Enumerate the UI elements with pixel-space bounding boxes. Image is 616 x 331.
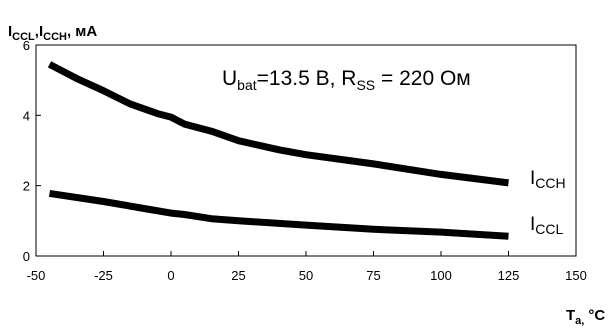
x-tick-label: 125: [498, 268, 520, 283]
x-ticks: -50 -25 0 25 50 75 100 125 150: [27, 251, 587, 283]
x-tick-label: 75: [366, 268, 380, 283]
x-tick-label: 150: [565, 268, 587, 283]
x-tick-label: 100: [430, 268, 452, 283]
x-tick-label: -25: [94, 268, 113, 283]
annotation-text: Ubat=13.5 В, RSS = 220 Ом: [222, 67, 471, 93]
series-line-cch: [47, 61, 509, 187]
series-label-ccl: ICCL: [530, 214, 564, 237]
y-axis-label-main1: I: [8, 23, 12, 40]
annotation-r-main: R: [341, 67, 356, 90]
series-label-ccl-main: I: [530, 214, 535, 235]
y-ticks: 0 2 4 6: [23, 38, 41, 264]
annotation-r-value: = 220 Ом: [375, 67, 471, 90]
x-tick-label: 50: [299, 268, 313, 283]
annotation-box: [198, 55, 568, 103]
series-lines: [47, 61, 509, 240]
annotation-u-main: U: [222, 67, 237, 90]
y-axis-label-sub2: CCH: [43, 31, 67, 43]
annotation-u-sub: bat: [237, 77, 257, 93]
series-label-cch: ICCH: [530, 168, 566, 191]
x-tick-label: 25: [231, 268, 245, 283]
x-axis-label-unit: °C: [588, 307, 605, 324]
annotation-r-sub: SS: [356, 77, 375, 93]
x-axis-label-sub: a,: [575, 315, 584, 327]
annotation-u-value: =13.5 В,: [257, 67, 342, 90]
series-label-cch-sub: CCH: [535, 175, 565, 191]
y-axis-label: ICCL,ICCH, мА: [8, 23, 97, 43]
x-tick-label: 0: [167, 268, 174, 283]
y-axis-label-unit: , мА: [67, 23, 97, 40]
y-tick-label: 2: [23, 179, 30, 194]
series-label-ccl-sub: CCL: [535, 221, 563, 237]
y-axis-label-sep: ,: [35, 23, 39, 40]
y-tick-label: 4: [23, 108, 30, 123]
series-line-ccl: [48, 189, 509, 240]
y-axis-label-sub1: CCL: [12, 31, 35, 43]
x-axis-label-main: T: [566, 307, 575, 324]
x-axis-label: Ta, °C: [566, 307, 605, 327]
y-tick-label: 6: [23, 38, 30, 53]
series-label-cch-main: I: [530, 168, 535, 189]
x-tick-label: -50: [27, 268, 46, 283]
y-axis-label-main2: I: [39, 23, 43, 40]
y-tick-label: 0: [23, 249, 30, 264]
